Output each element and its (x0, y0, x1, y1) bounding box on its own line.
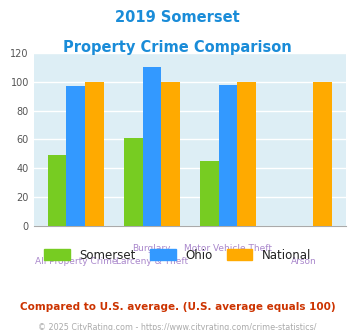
Bar (237, 82, 256, 226)
Legend: Somerset, Ohio, National: Somerset, Ohio, National (39, 244, 316, 266)
Text: Compared to U.S. average. (U.S. average equals 100): Compared to U.S. average. (U.S. average … (20, 302, 335, 312)
Bar (85, 82, 104, 226)
Text: Motor Vehicle Theft: Motor Vehicle Theft (184, 244, 272, 253)
Bar (313, 82, 332, 226)
Bar (200, 161, 219, 226)
Text: Property Crime Comparison: Property Crime Comparison (63, 40, 292, 54)
Bar (219, 84, 237, 226)
Text: Burglary: Burglary (133, 244, 171, 253)
Text: 2019 Somerset: 2019 Somerset (115, 10, 240, 25)
Text: Larceny & Theft: Larceny & Theft (116, 257, 188, 266)
Text: © 2025 CityRating.com - https://www.cityrating.com/crime-statistics/: © 2025 CityRating.com - https://www.city… (38, 323, 317, 330)
Bar (143, 67, 161, 226)
Bar (66, 86, 85, 226)
Text: Arson: Arson (291, 257, 317, 266)
Text: All Property Crime: All Property Crime (34, 257, 117, 266)
Bar (161, 82, 180, 226)
Bar (48, 155, 66, 226)
Bar (124, 138, 143, 226)
